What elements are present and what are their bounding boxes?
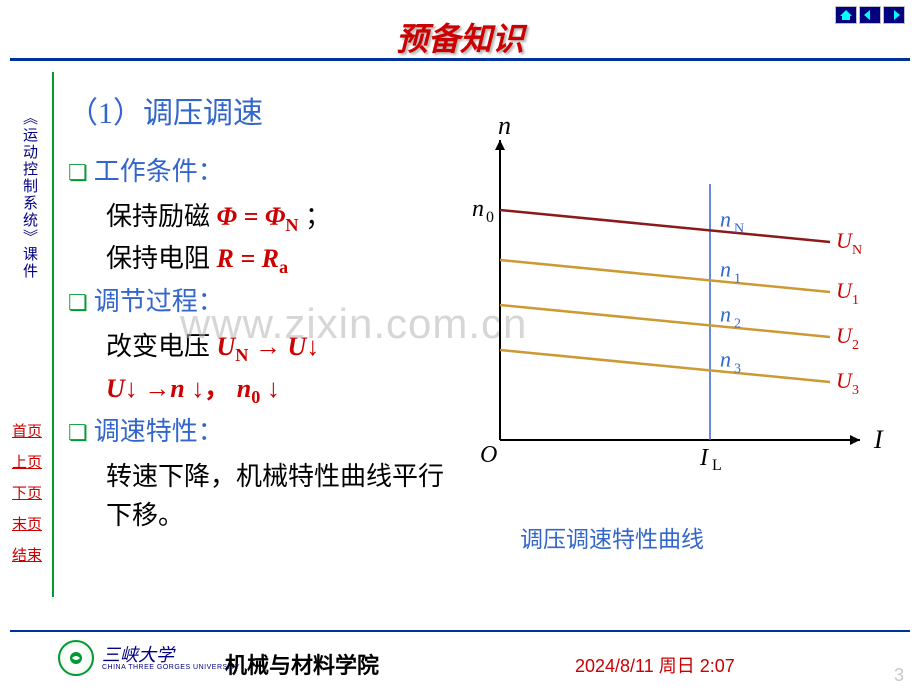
nav-end[interactable]: 结束 xyxy=(12,544,42,565)
university-name-block: 三峡大学 CHINA THREE GORGES UNIVERSITY xyxy=(102,646,240,671)
svg-text:I: I xyxy=(699,445,709,471)
bullet-2-label: 调节过程： xyxy=(94,287,224,316)
nav-links: 首页 上页 下页 末页 结束 xyxy=(12,420,42,565)
content-area: （1）调压调速 ❏工作条件： 保持励磁 Φ = ΦN ； 保持电阻 R = Ra… xyxy=(68,88,468,535)
svg-text:n: n xyxy=(720,256,731,281)
l2b-d3: ↓ xyxy=(260,374,280,403)
square-bullet-icon: ❏ xyxy=(68,416,88,449)
svg-text:L: L xyxy=(712,457,722,474)
svg-text:n: n xyxy=(720,206,731,231)
nav-last[interactable]: 末页 xyxy=(12,513,42,534)
line-2b: U↓ →n ↓， n0 ↓ xyxy=(106,369,468,411)
university-logo-icon xyxy=(58,640,94,676)
nav-prev[interactable]: 上页 xyxy=(12,451,42,472)
footer: 三峡大学 CHINA THREE GORGES UNIVERSITY 机械与材料… xyxy=(0,630,920,690)
nav-next[interactable]: 下页 xyxy=(12,482,42,503)
svg-text:3: 3 xyxy=(734,361,741,376)
line-1a-post: ； xyxy=(299,202,332,231)
l2a-down: ↓ xyxy=(306,332,319,361)
svg-text:2: 2 xyxy=(852,338,859,353)
page-title: 预备知识 xyxy=(396,21,524,57)
l2b-s3: 0 xyxy=(251,388,260,408)
bullet-1-label: 工作条件： xyxy=(94,157,224,186)
svg-text:N: N xyxy=(734,221,744,236)
l2a-s1: N xyxy=(235,345,248,365)
svg-text:I: I xyxy=(873,425,884,454)
bullet-2: ❏调节过程： xyxy=(68,282,468,321)
svg-text:1: 1 xyxy=(734,271,741,286)
chart-svg: InOILn0UNnNU1n1U2n2U3n3 xyxy=(460,120,895,500)
line-1a-sub: N xyxy=(285,215,298,235)
content-separator xyxy=(52,72,54,597)
bullet-3-label: 调速特性： xyxy=(94,417,224,446)
l2b-d2: ↓， xyxy=(191,374,237,403)
square-bullet-icon: ❏ xyxy=(68,286,88,319)
line-1a-formula: Φ = Φ xyxy=(217,202,286,231)
svg-text:O: O xyxy=(480,442,497,468)
svg-text:n: n xyxy=(720,301,731,326)
svg-text:n: n xyxy=(472,196,484,222)
svg-text:1: 1 xyxy=(852,293,859,308)
line-1a-pre: 保持励磁 xyxy=(106,202,217,231)
line-3a: 转速下降，机械特性曲线平行下移。 xyxy=(106,457,468,535)
l2a-f2: U xyxy=(287,332,306,361)
svg-text:n: n xyxy=(720,346,731,371)
page-title-bar: 预备知识 xyxy=(0,14,920,60)
section-heading: （1）调压调速 xyxy=(68,88,468,132)
bullet-3: ❏调速特性： xyxy=(68,412,468,451)
footer-logo-block: 三峡大学 CHINA THREE GORGES UNIVERSITY xyxy=(58,640,240,676)
svg-text:3: 3 xyxy=(852,383,859,398)
bullet-1: ❏工作条件： xyxy=(68,152,468,191)
university-name-en: CHINA THREE GORGES UNIVERSITY xyxy=(102,664,240,671)
title-divider xyxy=(10,58,910,61)
l2b-t1: U xyxy=(106,374,125,403)
university-name: 三峡大学 xyxy=(102,646,240,664)
page-number: 3 xyxy=(894,665,904,686)
l2b-t2: n xyxy=(170,374,191,403)
l2a-f1: U xyxy=(217,332,236,361)
line-1a: 保持励磁 Φ = ΦN ； xyxy=(106,197,468,239)
department-name: 机械与材料学院 xyxy=(225,648,379,680)
line-1b-pre: 保持电阻 xyxy=(106,244,217,273)
svg-text:2: 2 xyxy=(734,316,741,331)
l2b-t3: n xyxy=(237,374,251,403)
line-1b-sub: a xyxy=(279,258,288,278)
line-1b: 保持电阻 R = Ra xyxy=(106,239,468,281)
svg-text:0: 0 xyxy=(486,209,494,226)
svg-text:N: N xyxy=(852,243,862,258)
l2a-arrow: → xyxy=(248,332,287,361)
course-label-sidebar: 《运动控制系统》课件 xyxy=(18,110,38,280)
footer-divider xyxy=(10,630,910,632)
square-bullet-icon: ❏ xyxy=(68,156,88,189)
footer-timestamp: 2024/8/11 周日 2:07 xyxy=(575,652,735,678)
line-2a: 改变电压 UN → U↓ xyxy=(106,327,468,369)
speed-chart: InOILn0UNnNU1n1U2n2U3n3 xyxy=(460,120,895,500)
line-1b-formula: R = R xyxy=(217,244,280,273)
course-label: 《运动控制系统》课件 xyxy=(18,110,39,280)
nav-home[interactable]: 首页 xyxy=(12,420,42,441)
svg-text:n: n xyxy=(498,120,511,140)
line-2a-pre: 改变电压 xyxy=(106,332,217,361)
chart-caption: 调压调速特性曲线 xyxy=(520,520,704,554)
l2b-d1: ↓ → xyxy=(125,374,171,403)
